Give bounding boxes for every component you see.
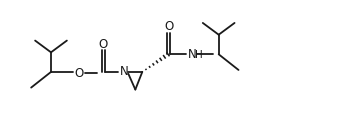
Text: N: N (120, 65, 129, 78)
Text: H: H (195, 50, 203, 60)
Text: O: O (164, 20, 173, 33)
Text: O: O (74, 67, 83, 80)
Text: N: N (188, 48, 196, 61)
Text: O: O (99, 38, 108, 51)
